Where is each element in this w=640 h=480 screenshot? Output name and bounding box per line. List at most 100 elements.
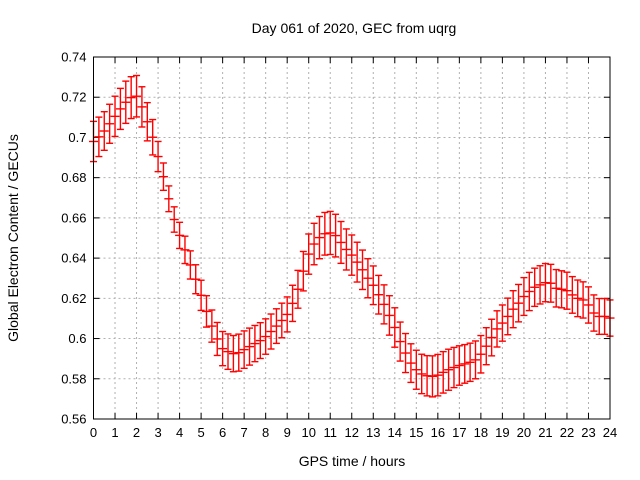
error-bar [126,76,136,120]
error-bar [384,295,394,336]
error-bar [535,265,545,305]
error-bars-layer [89,74,615,398]
error-bar [250,324,260,363]
error-bar [336,220,346,265]
error-bar [158,162,168,192]
error-bar [245,327,255,366]
error-bar [508,289,518,329]
error-bar [600,297,610,336]
error-bar [148,118,158,156]
error-bar [530,267,540,308]
error-bar [573,279,583,318]
error-bar [503,297,513,336]
x-tick-label: 4 [176,425,183,440]
x-tick-label: 20 [517,425,531,440]
y-tick-label: 0.58 [61,371,86,386]
x-tick-label: 3 [154,425,161,440]
error-bar [234,333,244,372]
error-bar [201,295,211,328]
error-bar [347,234,357,276]
error-bar [137,86,147,128]
x-tick-label: 10 [301,425,315,440]
error-bar [470,340,480,380]
error-bar [406,343,416,384]
x-tick-label: 22 [560,425,574,440]
error-bar [358,249,368,291]
y-tick-label: 0.62 [61,291,86,306]
error-bar [266,313,276,350]
error-bar [175,221,185,250]
error-bar [207,309,217,343]
error-bar [352,241,362,283]
error-bar [142,101,152,142]
error-bar [401,332,411,374]
x-tick-label: 19 [495,425,509,440]
error-bar [417,353,427,395]
error-bar [454,345,464,386]
error-bar [271,308,281,345]
error-bar [519,276,529,317]
error-bar [164,185,174,213]
error-bar [438,350,448,394]
error-bar [309,222,319,266]
chart-title: Day 061 of 2020, GEC from uqrg [252,20,457,36]
x-tick-label: 0 [90,425,97,440]
error-bar [239,330,249,370]
error-bar [379,284,389,325]
error-bar [546,263,556,303]
x-tick-label: 13 [366,425,380,440]
y-tick-label: 0.66 [61,210,86,225]
x-tick-label: 9 [284,425,291,440]
error-bar [153,140,163,173]
error-bar [497,304,507,342]
error-bar [293,269,303,309]
error-bar [115,87,125,131]
error-bar [578,281,588,319]
error-bar [180,235,190,265]
error-bar [433,353,443,397]
x-tick-label: 18 [474,425,488,440]
error-bar [368,265,378,306]
error-bar [514,283,524,323]
y-tick-label: 0.74 [61,50,86,65]
x-axis-label: GPS time / hours [299,453,406,469]
plot-border [93,56,611,420]
error-bar [304,233,314,275]
x-tick-label: 15 [409,425,423,440]
error-bar [341,228,351,271]
y-tick-label: 0.7 [68,130,86,145]
error-bar [132,74,142,118]
y-tick-label: 0.6 [68,331,86,346]
error-bar [449,346,459,389]
error-bar [121,80,131,125]
error-bar [487,318,497,357]
x-tick-label: 7 [241,425,248,440]
error-bar [589,294,599,332]
y-tick-label: 0.68 [61,170,86,185]
x-tick-label: 24 [603,425,617,440]
x-tick-label: 6 [219,425,226,440]
error-bar [551,268,561,308]
error-bar [94,116,104,158]
error-bar [363,258,373,299]
error-bar [314,215,324,260]
error-bar [298,250,308,292]
error-bar [476,334,486,374]
error-bar [110,95,120,138]
error-bar [282,296,292,333]
error-bar [331,213,341,258]
error-bar [191,264,201,295]
error-bar [444,348,454,391]
error-bar [524,271,534,312]
error-bar [390,307,400,348]
x-tick-label: 21 [538,425,552,440]
x-tick-label: 23 [581,425,595,440]
error-bar [288,284,298,323]
error-bar [277,302,287,339]
error-bar [374,274,384,315]
y-tick-label: 0.56 [61,412,86,427]
error-bar [325,210,335,256]
x-tick-label: 5 [197,425,204,440]
error-bar [395,321,405,362]
error-bar [169,206,179,233]
